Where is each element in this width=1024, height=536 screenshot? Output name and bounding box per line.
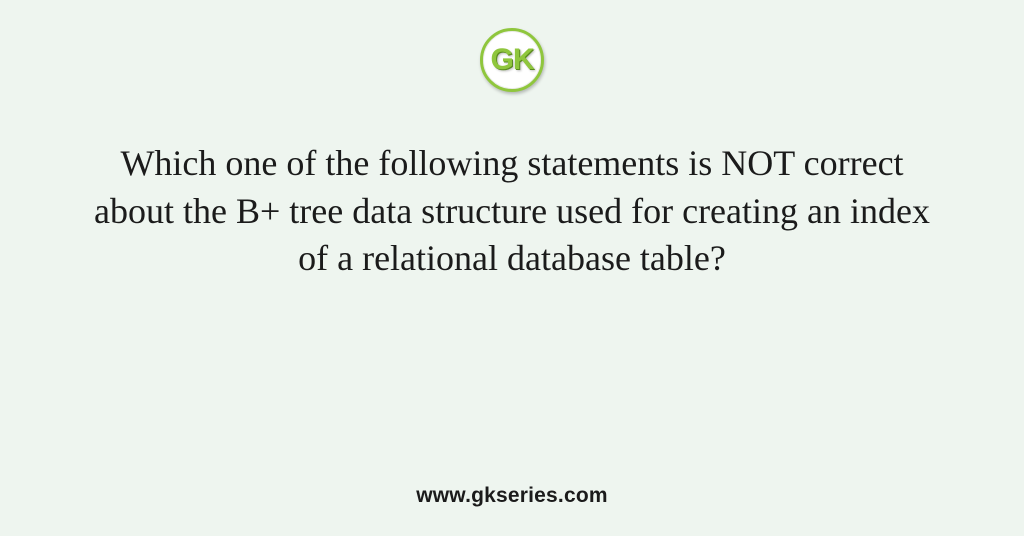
logo-circle: GK [480,28,544,92]
logo-container: GK [480,28,544,92]
question-block: Which one of the following statements is… [82,140,942,283]
question-text: Which one of the following statements is… [82,140,942,283]
footer-url: www.gkseries.com [416,484,608,508]
logo-text: GK [491,45,534,75]
